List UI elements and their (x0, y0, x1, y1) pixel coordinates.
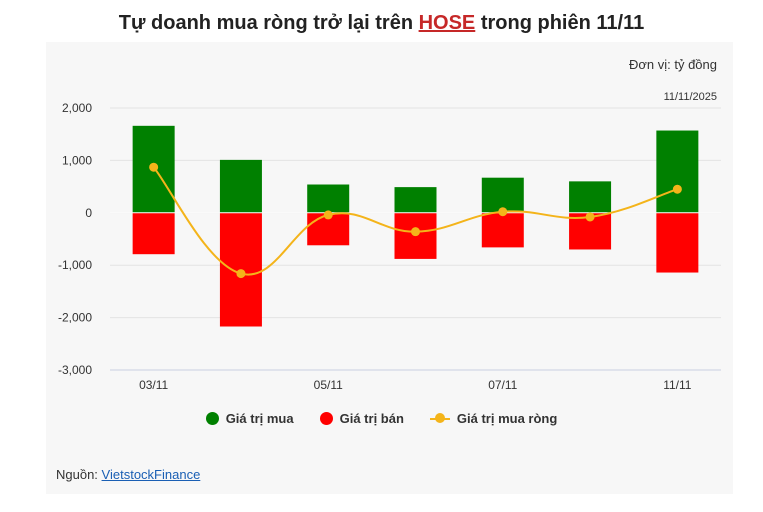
legend-buy-marker (205, 412, 219, 425)
net-point (149, 162, 159, 172)
bar-buy (219, 159, 262, 213)
bar-sell (132, 212, 175, 255)
legend-net-marker (429, 412, 450, 425)
y-tick-label: -1,000 (58, 258, 92, 272)
title-prefix: Tự doanh mua ròng trở lại trên (118, 12, 419, 34)
net-point (498, 207, 508, 217)
unit-label: Đơn vị: tỷ đồng (628, 57, 717, 72)
legend-buy-label: Giá trị mua (225, 411, 294, 426)
net-point (672, 184, 682, 194)
bar-buy (569, 181, 612, 213)
x-tick-label: 03/11 (139, 378, 168, 392)
y-tick-label: 2,000 (62, 101, 92, 115)
date-label: 11/11/2025 (663, 91, 717, 103)
bar-buy (307, 184, 350, 213)
legend-sell-marker (319, 412, 333, 425)
chart-panel (46, 42, 733, 494)
bar-sell (656, 212, 699, 273)
legend-item-net[interactable]: Giá trị mua ròng (429, 411, 558, 426)
source-link[interactable]: VietstockFinance (101, 467, 201, 482)
title-highlight: HOSE (418, 12, 476, 34)
net-point (411, 227, 420, 237)
y-tick-label: -2,000 (58, 311, 92, 325)
x-tick-label: 07/11 (488, 378, 517, 392)
bar-buy (656, 130, 699, 213)
source-line: Nguồn: VietstockFinance (56, 467, 200, 482)
legend-item-buy[interactable]: Giá trị mua (205, 411, 294, 426)
bar-buy (394, 187, 437, 213)
x-tick-label: 11/11 (663, 378, 692, 392)
net-point (236, 269, 246, 279)
bar-sell (481, 212, 524, 248)
title-suffix: trong phiên 11/11 (475, 12, 645, 34)
y-tick-label: -3,000 (58, 363, 92, 377)
source-label: Nguồn: (56, 467, 98, 482)
bar-buy (481, 177, 524, 213)
chart-title: Tự doanh mua ròng trở lại trên HOSE tron… (0, 12, 763, 35)
y-tick-label: 1,000 (62, 153, 92, 167)
legend-net-label: Giá trị mua ròng (456, 411, 558, 426)
y-tick-label: 0 (85, 206, 92, 220)
legend-item-sell[interactable]: Giá trị bán (319, 411, 404, 426)
net-point (585, 212, 595, 222)
x-tick-label: 05/11 (314, 378, 343, 392)
legend-sell-label: Giá trị bán (339, 411, 404, 426)
legend: Giá trị mua Giá trị bán Giá trị mua ròng (0, 411, 763, 426)
net-point (323, 210, 333, 220)
